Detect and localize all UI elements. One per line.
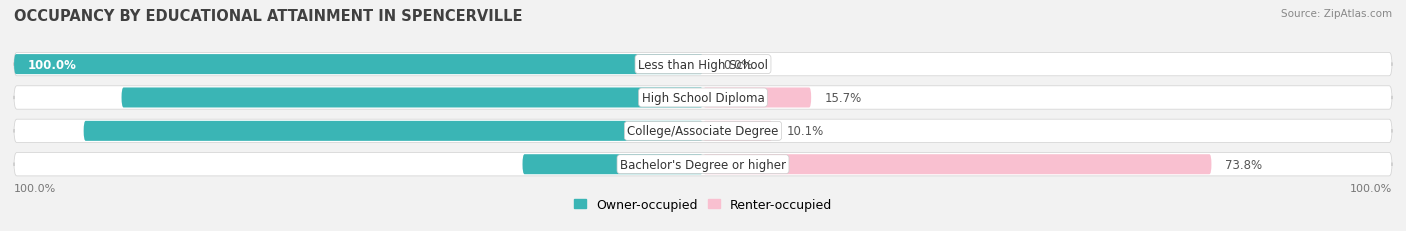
Text: High School Diploma: High School Diploma [641,91,765,105]
Text: 0.0%: 0.0% [724,58,754,71]
Text: 73.8%: 73.8% [1225,158,1263,171]
FancyBboxPatch shape [14,120,1392,143]
Text: Less than High School: Less than High School [638,58,768,71]
Text: Bachelor's Degree or higher: Bachelor's Degree or higher [620,158,786,171]
FancyBboxPatch shape [14,53,1392,76]
FancyBboxPatch shape [703,121,772,141]
Text: 100.0%: 100.0% [14,183,56,193]
Text: 10.1%: 10.1% [786,125,824,138]
Text: 26.2%: 26.2% [28,158,69,171]
FancyBboxPatch shape [83,121,703,141]
Text: Source: ZipAtlas.com: Source: ZipAtlas.com [1281,9,1392,19]
Text: 100.0%: 100.0% [28,58,77,71]
FancyBboxPatch shape [703,88,811,108]
FancyBboxPatch shape [121,88,703,108]
Text: 89.9%: 89.9% [28,125,69,138]
Text: 84.4%: 84.4% [28,91,69,105]
Text: 100.0%: 100.0% [1350,183,1392,193]
FancyBboxPatch shape [14,153,1392,176]
Text: OCCUPANCY BY EDUCATIONAL ATTAINMENT IN SPENCERVILLE: OCCUPANCY BY EDUCATIONAL ATTAINMENT IN S… [14,9,523,24]
FancyBboxPatch shape [523,155,703,174]
Text: 15.7%: 15.7% [825,91,862,105]
Text: College/Associate Degree: College/Associate Degree [627,125,779,138]
Legend: Owner-occupied, Renter-occupied: Owner-occupied, Renter-occupied [568,193,838,216]
FancyBboxPatch shape [14,55,703,75]
FancyBboxPatch shape [14,86,1392,110]
FancyBboxPatch shape [703,155,1212,174]
